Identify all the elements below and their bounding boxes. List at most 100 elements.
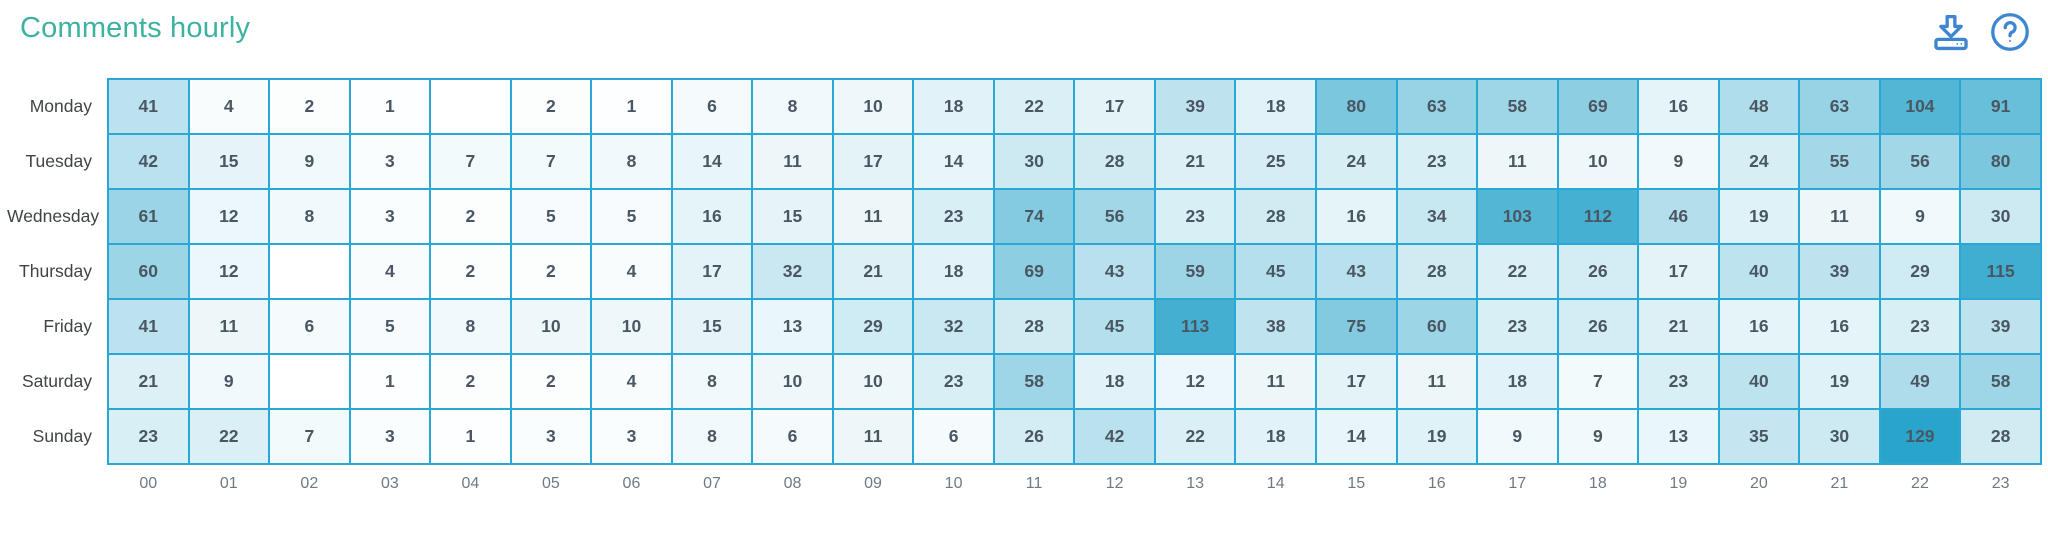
hour-label: 18: [1557, 464, 1639, 494]
heatmap-cell: 39: [1153, 78, 1237, 135]
heatmap-cell: 2: [268, 78, 351, 135]
heatmap-cell: 6: [912, 408, 995, 465]
heatmap-cell: 80: [1959, 133, 2042, 190]
heatmap-cell: 28: [1073, 133, 1156, 190]
heatmap-cell: 63: [1798, 78, 1881, 135]
day-label: Sunday: [6, 409, 108, 464]
chart-title: Comments hourly: [20, 12, 251, 44]
heatmap-cell: 30: [1959, 188, 2042, 245]
heatmap-cell: 26: [992, 408, 1076, 465]
heatmap-cell: 58: [1476, 78, 1559, 135]
heatmap-cell: 42: [107, 133, 190, 190]
heatmap-cell: 59: [1153, 243, 1237, 300]
heatmap-cell: 115: [1959, 243, 2042, 300]
comments-heatmap: Monday 41 4 2 1 2 1 6 8 10 18 22 17 39 18 80 63 58 69 16 48 6…: [6, 78, 2042, 494]
heatmap-cell: 26: [1556, 243, 1640, 300]
heatmap-cell: 2: [429, 243, 512, 300]
heatmap-cell: 42: [1073, 408, 1156, 465]
heatmap-cell: 3: [509, 408, 593, 465]
heatmap-cell: 28: [1395, 243, 1479, 300]
heatmap-cell: 12: [187, 243, 271, 300]
heatmap-cell: 18: [912, 78, 995, 135]
heatmap-cell: 11: [1395, 353, 1479, 410]
heatmap-cell: 41: [107, 78, 190, 135]
heatmap-cell: 10: [509, 298, 593, 355]
heatmap-cell: 23: [1878, 298, 1962, 355]
heatmap-cell: 10: [831, 353, 915, 410]
day-label: Wednesday: [6, 189, 108, 244]
heatmap-row: Friday 41 11 6 5 8 10 10 15 13 29 32 28 45 113 38 75 60 23…: [6, 298, 2042, 355]
heatmap-cell: 45: [1234, 243, 1317, 300]
heatmap-cell: 1: [590, 78, 673, 135]
day-label: Monday: [6, 79, 108, 134]
hour-label: 03: [349, 464, 431, 494]
heatmap-cell: 19: [1395, 408, 1479, 465]
heatmap-cell: 3: [348, 133, 432, 190]
heatmap-cell: 23: [912, 353, 995, 410]
heatmap-cell: 17: [670, 243, 754, 300]
heatmap-cell: 8: [751, 78, 834, 135]
heatmap-row: Tuesday 42 15 9 3 7 7 8 14 11 17 14 30 28 21 25 24 23 11 10…: [6, 133, 2042, 190]
heatmap-cell: 38: [1234, 298, 1317, 355]
heatmap-cell: 8: [670, 408, 754, 465]
heatmap-cell: 15: [670, 298, 754, 355]
heatmap-cell: 25: [1234, 133, 1317, 190]
heatmap-cell: 11: [1798, 188, 1881, 245]
heatmap-cell: 11: [1476, 133, 1559, 190]
heatmap-cell: 91: [1959, 78, 2042, 135]
hour-label: 07: [671, 464, 753, 494]
heatmap-cell: [429, 78, 512, 135]
hour-label: 01: [188, 464, 270, 494]
heatmap-cell: 9: [1476, 408, 1559, 465]
hour-label: 09: [832, 464, 914, 494]
heatmap-cell: 63: [1395, 78, 1479, 135]
heatmap-cell: 49: [1878, 353, 1962, 410]
hour-label: 16: [1396, 464, 1478, 494]
heatmap-cell: 3: [348, 408, 432, 465]
heatmap-cell: 34: [1395, 188, 1479, 245]
heatmap-cell: 39: [1798, 243, 1881, 300]
heatmap-cell: 7: [509, 133, 593, 190]
heatmap-cell: 46: [1637, 188, 1720, 245]
heatmap-row: Wednesday 61 12 8 3 2 5 5 16 15 11 23 74 56 23 28 16 34 10…: [6, 188, 2042, 245]
heatmap-cell: 113: [1153, 298, 1237, 355]
heatmap-cell: 103: [1476, 188, 1559, 245]
heatmap-cell: 11: [831, 408, 915, 465]
hour-label: 08: [752, 464, 833, 494]
heatmap-cell: 56: [1878, 133, 1962, 190]
heatmap-cell: 22: [1476, 243, 1559, 300]
heatmap-cell: 19: [1717, 188, 1801, 245]
heatmap-cell: 5: [348, 298, 432, 355]
day-label: Thursday: [6, 244, 108, 299]
heatmap-cell: 2: [429, 353, 512, 410]
heatmap-cell: 15: [187, 133, 271, 190]
help-button[interactable]: [1986, 8, 2034, 56]
download-button[interactable]: [1928, 9, 1974, 55]
heatmap-cell: 5: [590, 188, 673, 245]
heatmap-cell: 16: [1798, 298, 1881, 355]
axis-corner: [6, 464, 108, 494]
heatmap-cell: 16: [670, 188, 754, 245]
help-icon: [1988, 10, 2032, 54]
hour-label: 02: [269, 464, 350, 494]
heatmap-cell: 23: [1395, 133, 1479, 190]
heatmap-cell: 18: [1234, 408, 1317, 465]
hour-label: 14: [1235, 464, 1316, 494]
heatmap-cell: 4: [590, 353, 673, 410]
heatmap-cell: 4: [590, 243, 673, 300]
heatmap-cell: 32: [751, 243, 834, 300]
heatmap-cell: 21: [831, 243, 915, 300]
heatmap-cell: 17: [1314, 353, 1398, 410]
day-label: Tuesday: [6, 134, 108, 189]
hour-label: 22: [1879, 464, 1961, 494]
heatmap-cell: 1: [348, 353, 432, 410]
heatmap-cell: 14: [912, 133, 995, 190]
heatmap-cell: 22: [1153, 408, 1237, 465]
hour-label: 11: [993, 464, 1075, 494]
hour-label: 04: [430, 464, 511, 494]
heatmap-cell: 24: [1314, 133, 1398, 190]
heatmap-cell: 19: [1798, 353, 1881, 410]
heatmap-cell: 6: [751, 408, 834, 465]
download-icon: [1930, 11, 1972, 53]
heatmap-cell: 2: [509, 78, 593, 135]
